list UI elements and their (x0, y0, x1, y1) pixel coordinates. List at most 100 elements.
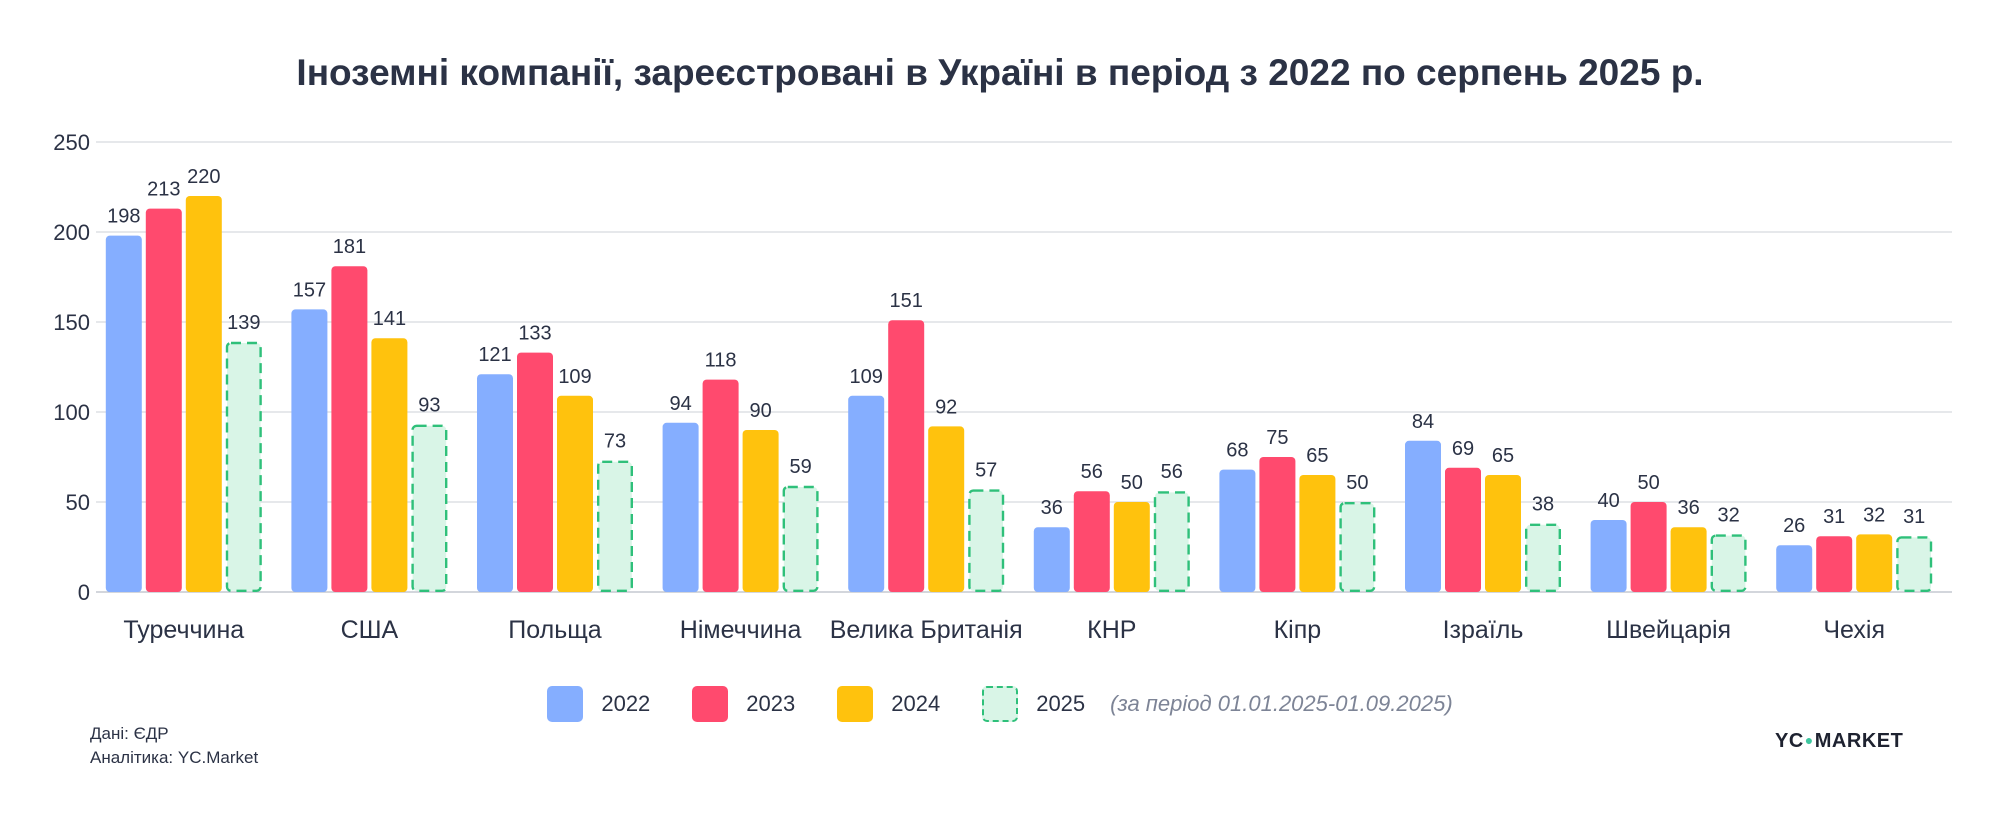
legend-item-2024[interactable]: 2024 (837, 686, 940, 722)
data-label: 157 (293, 279, 326, 301)
data-label: 84 (1412, 411, 1434, 433)
bar-2023-2 (517, 352, 553, 592)
data-label: 198 (107, 206, 140, 228)
data-label: 50 (1121, 472, 1143, 494)
legend-swatch-2025 (982, 686, 1019, 722)
chart-title: Іноземні компанії, зареєстровані в Украї… (296, 52, 1704, 93)
data-label: 93 (418, 395, 440, 417)
x-tick-label: КНР (1087, 616, 1136, 644)
data-label: 50 (1637, 472, 1659, 494)
legend-item-2022[interactable]: 2022 (547, 686, 650, 722)
y-tick-label: 100 (53, 400, 90, 425)
data-label: 31 (1903, 506, 1925, 528)
bar-2025-8 (1710, 534, 1747, 592)
data-label: 220 (187, 166, 220, 188)
data-label: 181 (333, 236, 366, 258)
x-tick-label: Туреччина (123, 616, 244, 644)
bar-2023-9 (1816, 536, 1853, 592)
bar-2024-9 (1856, 534, 1893, 592)
y-tick-label: 250 (53, 130, 90, 155)
legend: 2022 2023 2024 2025 (за період 01.01.202… (0, 686, 2000, 722)
logo-left: YC (1775, 730, 1804, 752)
bar-2024-1 (371, 338, 408, 592)
bar-2023-1 (331, 266, 368, 592)
data-label: 40 (1597, 490, 1619, 512)
logo-dot-icon: ● (1804, 732, 1814, 748)
bar-2022-1 (291, 309, 328, 592)
bar-2023-5 (1073, 491, 1110, 592)
legend-label-2023: 2023 (746, 691, 796, 716)
data-label: 141 (373, 308, 406, 330)
data-label: 57 (975, 459, 997, 481)
data-label: 38 (1532, 494, 1554, 516)
bar-2024-3 (742, 430, 779, 592)
bar-2023-3 (702, 379, 739, 592)
bar-2022-8 (1590, 520, 1627, 592)
bar-2025-0 (225, 341, 262, 593)
legend-swatch-2023 (692, 686, 729, 722)
bar-2023-8 (1630, 502, 1667, 592)
bar-2024-8 (1670, 527, 1707, 592)
bar-2023-0 (145, 208, 182, 592)
data-labels: 198 213 220 139 157 181 141 93 121 133 109 73 94 118 9… (107, 166, 1925, 537)
source-data-line: Дані: ЄДР (90, 724, 169, 743)
bar-2025-9 (1896, 536, 1933, 593)
legend-label-2024: 2024 (891, 691, 941, 716)
x-tick-label: Польща (508, 616, 602, 644)
data-label: 65 (1306, 445, 1328, 467)
legend-item-2023[interactable]: 2023 (692, 686, 795, 722)
data-label: 151 (890, 290, 923, 312)
legend-label-2022: 2022 (601, 691, 651, 716)
bar-2022-3 (662, 422, 699, 592)
data-label: 94 (669, 393, 691, 415)
data-label: 36 (1041, 497, 1063, 519)
bar-2024-7 (1485, 475, 1521, 592)
data-label: 73 (604, 431, 626, 453)
legend-label-2025: 2025 (1036, 691, 1086, 716)
x-tick-label: Чехія (1823, 616, 1885, 644)
data-label: 36 (1677, 497, 1699, 519)
bar-2022-9 (1776, 545, 1813, 592)
bar-2025-1 (411, 424, 448, 592)
bar-2025-2 (597, 460, 634, 592)
bar-2024-4 (928, 426, 965, 592)
data-label: 109 (850, 366, 883, 388)
bar-2024-2 (557, 395, 593, 592)
bar-2025-5 (1153, 491, 1190, 592)
x-tick-label: Кіпр (1274, 616, 1322, 644)
data-label: 118 (705, 350, 737, 372)
data-label: 31 (1823, 506, 1845, 528)
y-axis-ticks: 0 50 100 150 200 250 (53, 130, 90, 605)
data-label: 109 (558, 366, 591, 388)
bar-2022-2 (477, 374, 513, 592)
x-tick-label: Німеччина (680, 616, 802, 644)
x-tick-label: США (341, 616, 399, 644)
bar-2023-6 (1259, 457, 1296, 592)
x-axis-ticks: Туреччина США Польща Німеччина Велика Британ… (123, 616, 1885, 644)
legend-note-2025: (за період 01.01.2025-01.09.2025) (1110, 691, 1453, 716)
data-label: 50 (1346, 472, 1368, 494)
legend-swatch-2022 (547, 686, 584, 722)
bar-2024-0 (185, 196, 222, 592)
bar-2022-7 (1405, 440, 1441, 592)
data-label: 32 (1717, 504, 1739, 526)
bar-2023-7 (1445, 467, 1481, 592)
x-tick-label: Велика Британія (830, 616, 1023, 644)
bar-2022-6 (1219, 469, 1256, 592)
data-label: 213 (147, 179, 180, 201)
legend-item-2025[interactable]: 2025 (за період 01.01.2025-01.09.2025) (982, 686, 1453, 722)
bar-2022-4 (848, 395, 885, 592)
legend-swatch-2024 (837, 686, 874, 722)
data-label: 92 (935, 396, 957, 418)
data-label: 133 (518, 323, 551, 345)
y-tick-label: 50 (66, 490, 90, 515)
yc-market-logo: YC●MARKET (1775, 730, 1903, 753)
bar-2022-0 (105, 235, 142, 592)
bar-2025-3 (782, 485, 819, 593)
data-label: 69 (1452, 438, 1474, 460)
bar-2022-5 (1033, 527, 1070, 592)
x-tick-label: Швейцарія (1606, 616, 1731, 644)
bar-2025-7 (1524, 523, 1561, 592)
source-analytics-line: Аналітика: YC.Market (90, 748, 259, 767)
